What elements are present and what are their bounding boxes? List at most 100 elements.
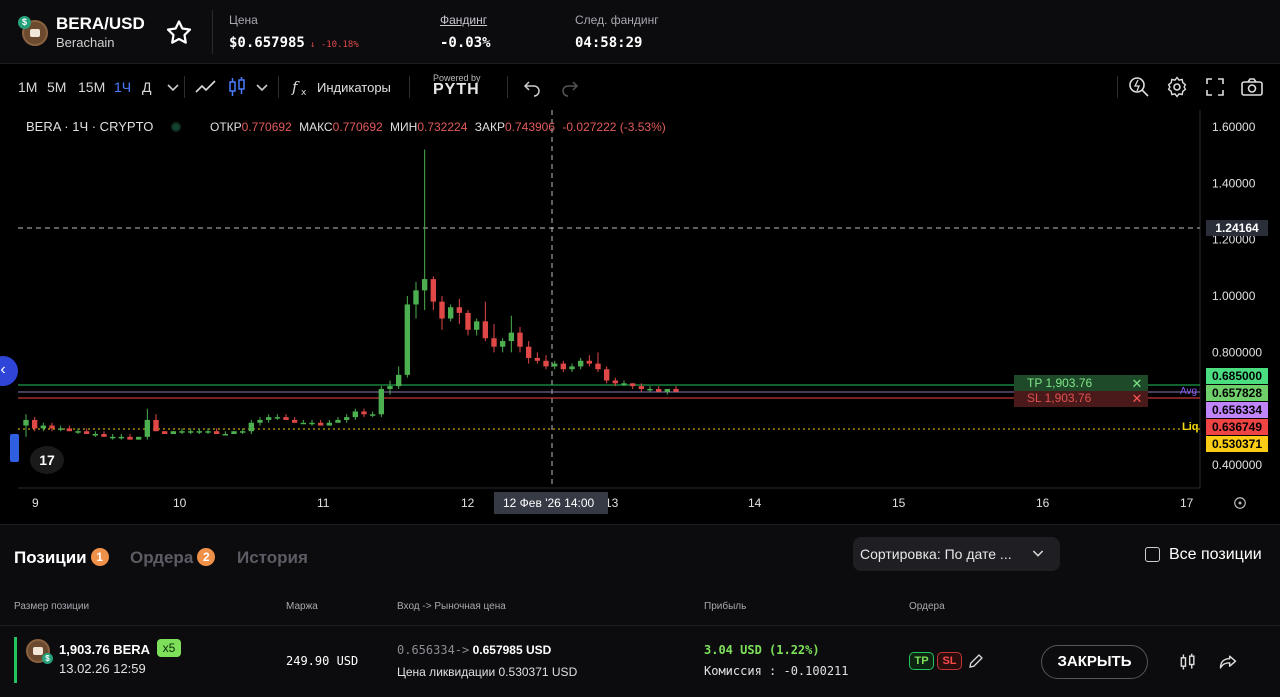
timeframe-5m[interactable]: 5M [47,79,67,95]
time-settings-icon[interactable] [1231,494,1249,512]
tab-positions-label: Позиции [14,548,87,567]
powered-by-label: Powered by [433,73,481,83]
column-header-margin: Маржа [286,601,318,612]
low-label: МИН [390,120,418,134]
sort-dropdown[interactable]: Сортировка: По дате ... [853,537,1060,571]
candle-body [421,279,428,291]
candle-body [40,425,47,429]
camera-icon[interactable] [1240,75,1264,99]
orders-count-badge: 2 [197,548,216,566]
tp-line-box[interactable] [1014,375,1148,391]
tab-orders[interactable]: Ордера 2 [130,548,216,568]
candle-body [595,363,601,370]
candle-body [664,388,671,392]
sl-badge[interactable]: SL [937,652,962,670]
candle-body [456,307,463,313]
candle-body [447,307,454,319]
svg-text:f: f [291,78,300,96]
timeframe-day[interactable]: Д [142,79,152,95]
candle-body [231,431,237,435]
candle-body [23,419,29,426]
candle-body [179,431,185,433]
price-value: $0.657985 [229,35,305,51]
share-icon[interactable] [1218,652,1238,672]
candle-body [335,419,341,423]
tp-badge[interactable]: TP [909,652,934,670]
sort-label: Сортировка: По дате ... [860,546,1012,562]
liquidation-price: Цена ликвидации 0.530371 USD [397,665,578,679]
chevron-down-icon[interactable] [161,75,185,99]
tradingview-logo[interactable]: 17 [30,446,64,474]
chevron-down-icon[interactable] [250,75,274,99]
position-fee: Комиссия : -0.100211 [704,664,849,678]
candle-body [283,417,289,420]
funding-label[interactable]: Фандинг [440,13,488,27]
x-label: 10 [173,496,187,510]
candle-body [57,428,64,430]
close-position-button[interactable]: ЗАКРЫТЬ [1041,645,1148,679]
line-chart-icon[interactable] [194,75,218,99]
candle-body [473,321,480,330]
funding-value: -0.03% [440,35,491,51]
close-value: 0.743906 [504,120,556,134]
candle-body [378,388,385,415]
settings-gear-icon[interactable] [1165,75,1189,99]
tab-history[interactable]: История [237,548,308,567]
candle-body [534,357,541,361]
divider [409,76,410,98]
timeframe-15m[interactable]: 15M [78,79,106,95]
all-positions-label[interactable]: Все позиции [1169,546,1262,563]
positions-count-badge: 1 [90,548,109,566]
tab-positions[interactable]: Позиции 1 [14,548,109,568]
candlestick-chart[interactable]: 1.60000 1.40000 1.20000 1.00000 0.800000 0.40… [0,110,1280,524]
candle-body [629,383,636,387]
candle-body [291,419,298,423]
side-drawer-tab[interactable] [10,434,19,462]
candle-body [439,301,445,319]
sl-line-label: SL 1,903.76 [1027,391,1092,405]
remove-tp-icon[interactable]: ✕ [1131,376,1143,391]
price-label: Цена [229,13,258,27]
candles-icon[interactable] [225,75,249,99]
timeframe-1h[interactable]: 1Ч [114,79,132,95]
edit-pencil-icon[interactable] [967,652,985,670]
leverage-badge: x5 [157,639,181,657]
change-value: -0.027222 (-3.53%) [562,120,666,134]
x-label: 11 [317,496,330,510]
candle-body [257,419,263,423]
bera-token-icon: $ [18,16,50,48]
redo-icon[interactable] [558,75,582,99]
sl-line-box[interactable] [1014,391,1148,407]
favorite-star-icon[interactable] [164,18,194,48]
remove-sl-icon[interactable]: ✕ [1131,391,1143,406]
tp-line-label: TP 1,903.76 [1027,376,1093,390]
current-price-tag: 0.657828 [1206,385,1268,401]
price-chart[interactable]: 1.60000 1.40000 1.20000 1.00000 0.800000 0.40… [0,110,1280,524]
positions-panel: Позиции 1 Ордера 2 История Сортировка: По … [0,524,1280,697]
all-positions-checkbox[interactable] [1145,547,1160,562]
indicators-button[interactable]: Индикаторы [317,80,391,95]
candle-body [153,419,159,432]
candle-body [135,436,142,440]
candle-body [499,341,506,347]
undo-icon[interactable] [520,75,544,99]
candle-body [144,419,151,437]
candle-body [265,417,272,420]
fullscreen-icon[interactable] [1203,75,1227,99]
live-dot-icon [171,122,182,132]
collapse-left-button[interactable]: ‹ [0,356,18,386]
y-tick-label: 1.00000 [1212,289,1256,303]
timeframe-1m[interactable]: 1M [18,79,38,95]
ohlc-readout: ОТКР0.770692 МАКС0.770692 МИН0.732224 ЗА… [210,120,666,134]
quick-search-icon[interactable] [1127,75,1151,99]
market-price: 0.657985 USD [472,643,552,657]
divider [1117,76,1118,98]
candle-body [361,411,367,415]
chart-candles-icon[interactable] [1178,652,1198,672]
x-label: 13 [605,496,619,510]
candle-body [196,431,203,433]
candle-body [543,360,549,367]
pair-name[interactable]: BERA/USD [56,14,145,33]
divider [212,10,213,54]
